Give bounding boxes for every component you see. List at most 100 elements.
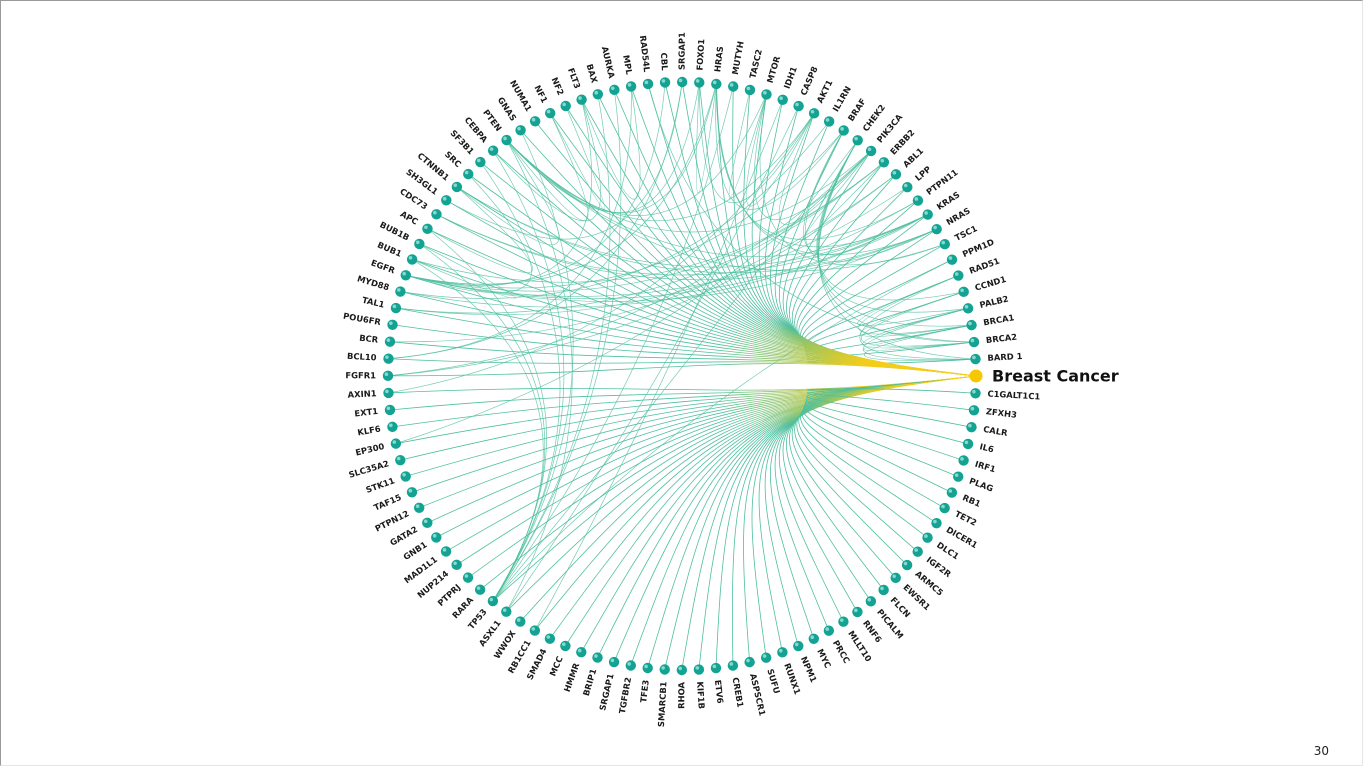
gene-node-highlight [941,504,945,509]
gene-node [487,145,499,156]
gene-node-highlight [825,118,830,122]
gene-node [400,471,411,482]
gene-gene-link [456,139,560,246]
gene-node [642,662,653,674]
gene-label: HRAS [712,46,725,73]
gene-label: MUTYH [730,40,746,75]
gene-node-highlight [924,211,928,215]
gene-node-highlight [385,389,389,394]
gene-node-highlight [402,271,406,276]
gene-node [529,625,541,636]
gene-node-highlight [867,147,872,152]
gene-node [400,270,411,281]
gene-gene-link [816,140,964,301]
gene-node-highlight [386,406,391,411]
gene-node [728,81,739,92]
gene-node [463,168,474,180]
gene-node [431,209,442,220]
gene-label: BRAF [846,96,868,123]
gene-node-highlight [892,170,897,175]
gene-node-highlight [392,304,397,309]
gene-label: ETV6 [713,679,726,704]
gene-nodes [382,76,981,676]
gene-label: KIF1B [695,681,707,709]
gene-node [387,421,398,433]
gene-node-highlight [577,648,582,653]
gene-gene-link [863,324,976,361]
gene-node-highlight [972,389,976,394]
gene-gene-link [405,200,919,297]
gene-label: TGFBR2 [617,676,633,714]
gene-node [694,77,705,88]
gene-gene-link [388,81,683,360]
gene-node-highlight [954,473,959,477]
gene-label: MPL [621,54,634,76]
gene-node [761,89,772,100]
gene-gene-link [505,139,573,612]
gene-node-highlight [610,658,615,663]
gene-node [440,546,452,557]
gene-node-highlight [562,102,566,107]
gene-label: C1GALT1C1 [987,388,1040,401]
gene-node-highlight [610,86,615,91]
gene-node [659,77,671,88]
gene-node [852,135,863,146]
gene-node-highlight [453,183,458,188]
gene-node [865,596,877,607]
gene-label: CCND1 [974,274,1008,293]
gene-gene-link [860,291,975,347]
gene-node [625,81,637,92]
gene-node-highlight [432,534,437,538]
gene-label: BCR [359,333,380,345]
gene-label: FOXO1 [694,38,706,70]
gene-label: RUNX1 [782,662,803,696]
gene-node-highlight [948,256,953,260]
gene-gene-link [506,105,799,612]
gene-node [922,532,933,543]
gene-node-highlight [880,586,884,591]
gene-node-highlight [746,86,751,91]
gene-node [592,89,604,100]
hub-link [387,363,977,377]
hub-link [389,341,977,377]
gene-label: APC [399,209,420,227]
gene-label: IRF1 [974,459,997,475]
gene-gene-link [506,113,815,221]
gene-node-highlight [392,440,397,444]
hub-links [387,81,977,671]
gene-gene-link [480,161,561,602]
gene-gene-link [388,86,632,360]
gene-node-highlight [627,662,631,666]
gene-node-highlight [880,158,885,163]
gene-node [808,633,819,645]
gene-node [625,660,636,671]
gene-label: BUB1B [378,219,411,242]
gene-node [422,517,433,529]
gene-node-highlight [644,664,648,669]
gene-node-highlight [954,272,959,276]
gene-node [515,616,526,627]
gene-label: TSC1 [953,223,979,243]
gene-node-highlight [397,288,401,292]
gene-node [474,584,486,595]
gene-node-highlight [408,488,413,493]
gene-label: PPM1D [961,237,996,259]
gene-node [966,422,977,433]
gene-gene-link [405,173,532,294]
gene-node-highlight [386,338,391,342]
gene-node [760,652,772,663]
hub-link [807,375,977,394]
gene-node-highlight [970,406,975,411]
gene-node-highlight [476,158,481,163]
gene-node [544,633,556,644]
gene-gene-link [446,81,683,240]
hub-node [969,369,983,383]
gene-gene-link [456,186,937,274]
gene-node [560,100,571,112]
gene-node-highlight [695,79,700,83]
gene-node-highlight [933,225,937,230]
gene-gene-link [405,82,666,285]
gene-node-highlight [415,240,420,245]
gene-node-highlight [389,321,393,325]
gene-gene-link [492,86,734,602]
